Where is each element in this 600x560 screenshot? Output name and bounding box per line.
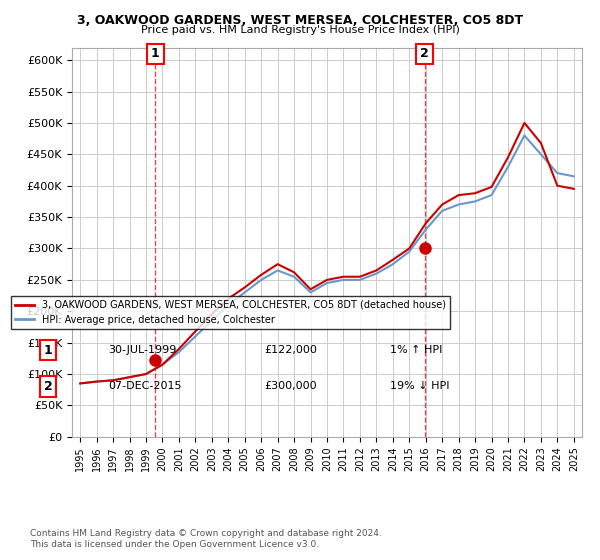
- Text: 1: 1: [151, 48, 160, 60]
- Text: Contains HM Land Registry data © Crown copyright and database right 2024.
This d: Contains HM Land Registry data © Crown c…: [30, 529, 382, 549]
- Text: £300,000: £300,000: [264, 381, 317, 391]
- Text: 2: 2: [44, 380, 52, 393]
- Text: 19% ↓ HPI: 19% ↓ HPI: [390, 381, 449, 391]
- Text: 30-JUL-1999: 30-JUL-1999: [108, 345, 176, 355]
- Text: Price paid vs. HM Land Registry's House Price Index (HPI): Price paid vs. HM Land Registry's House …: [140, 25, 460, 35]
- Text: 2: 2: [420, 48, 429, 60]
- Text: 3, OAKWOOD GARDENS, WEST MERSEA, COLCHESTER, CO5 8DT: 3, OAKWOOD GARDENS, WEST MERSEA, COLCHES…: [77, 14, 523, 27]
- Text: 1% ↑ HPI: 1% ↑ HPI: [390, 345, 442, 355]
- Text: 07-DEC-2015: 07-DEC-2015: [108, 381, 182, 391]
- Text: 1: 1: [44, 343, 52, 357]
- Text: £122,000: £122,000: [264, 345, 317, 355]
- Legend: 3, OAKWOOD GARDENS, WEST MERSEA, COLCHESTER, CO5 8DT (detached house), HPI: Aver: 3, OAKWOOD GARDENS, WEST MERSEA, COLCHES…: [11, 296, 450, 329]
